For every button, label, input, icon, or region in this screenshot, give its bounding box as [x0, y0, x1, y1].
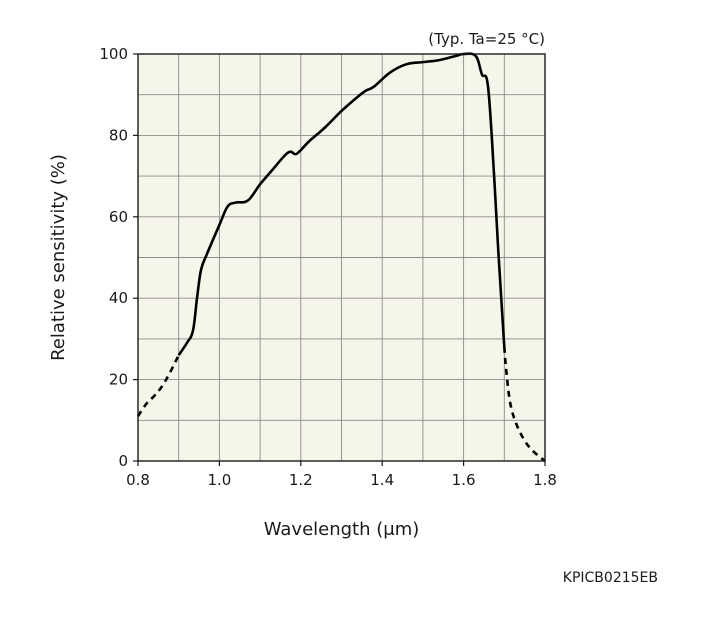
- y-tick-label: 40: [109, 289, 128, 307]
- data-series: [136, 52, 546, 463]
- x-axis-title: Wavelength (μm): [264, 519, 420, 540]
- y-tick-label: 20: [109, 371, 128, 389]
- x-tick-label: 1.8: [533, 471, 557, 489]
- plot-frame: [137, 53, 546, 462]
- y-tick-label: 0: [118, 452, 128, 470]
- x-axis-ticks: 0.8 1.0 1.2 1.4 1.6 1.8: [126, 461, 557, 489]
- sensitivity-curve-solid: [177, 52, 506, 356]
- x-tick-label: 0.8: [126, 471, 150, 489]
- sensitivity-curve-dashed-2: [503, 346, 546, 463]
- x-tick-label: 1.2: [289, 471, 313, 489]
- grid-lines: [138, 54, 545, 461]
- figure-code-label: KPICB0215EB: [563, 570, 658, 586]
- x-tick-label: 1.4: [370, 471, 394, 489]
- y-axis-ticks: 0 20 40 60 80 100: [99, 45, 138, 470]
- y-tick-label: 100: [99, 45, 128, 63]
- x-tick-label: 1.0: [207, 471, 231, 489]
- condition-annotation: (Typ. Ta=25 °C): [428, 30, 545, 48]
- sensitivity-curve-dashed-0: [136, 354, 180, 417]
- y-axis-title: Relative sensitivity (%): [48, 154, 69, 361]
- x-tick-label: 1.6: [452, 471, 476, 489]
- y-tick-label: 60: [109, 208, 128, 226]
- y-tick-label: 80: [109, 126, 128, 144]
